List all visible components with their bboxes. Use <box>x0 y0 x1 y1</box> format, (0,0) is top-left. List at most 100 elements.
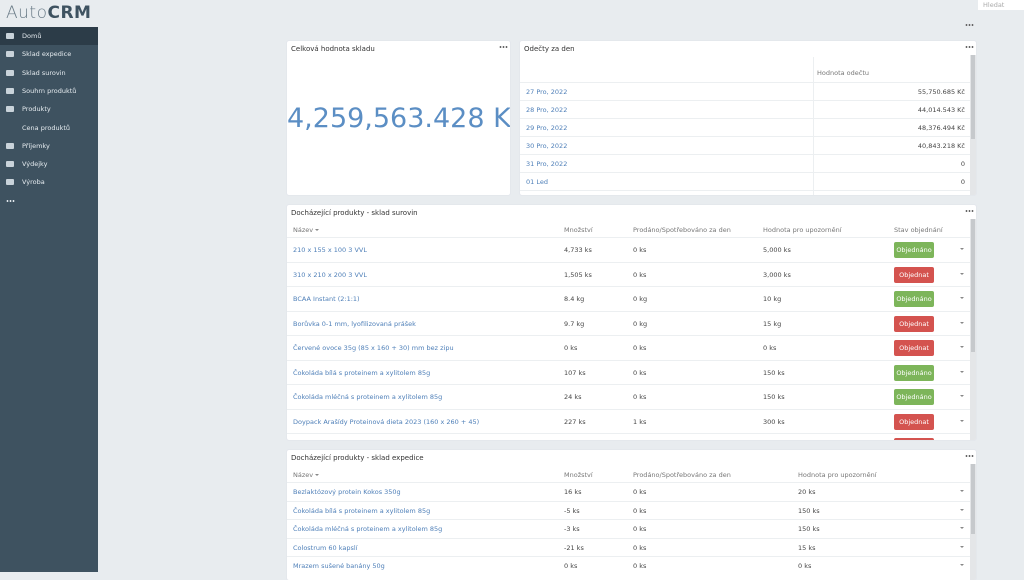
cell-value: 0 ks <box>633 488 647 497</box>
status-button[interactable]: Objednat <box>894 266 934 283</box>
product-link[interactable]: Čokoláda bílá s proteinem a xylitolem 85… <box>293 368 431 377</box>
cell-value: 15 ks <box>798 543 816 552</box>
logo[interactable]: AutoCRM <box>0 0 98 27</box>
row-dropdown[interactable] <box>960 272 964 275</box>
row-dropdown[interactable] <box>960 395 964 398</box>
product-link[interactable]: Colostrum 60 kapslí <box>293 543 358 552</box>
date-link[interactable]: 31 Pro, 2022 <box>526 160 568 168</box>
cell-value: 0 ks <box>633 543 647 552</box>
menu-item[interactable]: Příjemky <box>0 137 98 155</box>
status-button[interactable]: Objednat <box>894 315 934 332</box>
sort-icon <box>315 473 319 476</box>
menu-item[interactable]: Souhrn produktů <box>0 82 98 100</box>
product-link[interactable]: BCAA Instant (2:1:1) <box>293 295 360 304</box>
table-row: 28 Pro, 2022 44,014.543 Kč <box>520 100 970 118</box>
row-dropdown[interactable] <box>960 370 964 373</box>
search-input[interactable]: Hledat <box>978 0 1024 10</box>
product-link[interactable]: Bezlaktózový protein Kokos 350g <box>293 488 401 497</box>
row-dropdown[interactable] <box>960 490 964 493</box>
row-dropdown[interactable] <box>960 321 964 324</box>
row-dropdown[interactable] <box>960 545 964 548</box>
product-link[interactable]: Borůvka 0-1 mm, lyofilizovaná prášek <box>293 319 416 328</box>
date-link[interactable]: 30 Pro, 2022 <box>526 142 568 150</box>
column-header: Stav objednání <box>894 226 943 234</box>
row-dropdown[interactable] <box>960 346 964 349</box>
menu-item[interactable]: Domů <box>0 27 98 45</box>
product-link[interactable]: 310 x 210 x 200 3 VVL <box>293 270 367 279</box>
scrollbar[interactable] <box>970 464 976 580</box>
menu-icon <box>6 69 14 76</box>
menu-label: Sklad surovin <box>22 68 66 77</box>
table-row: Červené ovoce 35g (85 x 160 + 30) mm bez… <box>287 335 970 360</box>
table-body: Hodnota odečtu 27 Pro, 2022 55,750.685 Kč 2… <box>520 55 976 195</box>
status-button[interactable]: Objednat <box>894 413 934 430</box>
row-dropdown[interactable] <box>960 419 964 422</box>
table-row: Doypack Arašídy Proteinová dieta 2023 (1… <box>287 408 970 434</box>
product-link[interactable]: Čokoláda bílá s proteinem a xylitolem 85… <box>293 506 431 515</box>
cell-value: 150 ks <box>798 506 820 515</box>
menu-item[interactable]: Cena produktů <box>0 119 98 137</box>
status-button[interactable]: Objednáno <box>894 291 934 308</box>
row-dropdown[interactable] <box>960 564 964 567</box>
menu-item[interactable]: Sklad expedice <box>0 45 98 63</box>
table-row: Čokoláda mléčná s proteinem a xylitolem … <box>287 519 970 538</box>
product-link[interactable]: 210 x 155 x 100 3 VVL <box>293 246 367 255</box>
cell-value: 0 ks <box>564 562 578 571</box>
page-menu[interactable] <box>965 24 974 26</box>
column-header: Prodáno/Spotřebováno za den <box>633 471 731 479</box>
column-header: Množství <box>564 471 593 479</box>
deductions-panel: Odečty za den Hodnota odečtu 27 Pro, 2022 5… <box>520 41 976 195</box>
panel-title: Odečty za den <box>524 45 575 53</box>
product-link[interactable]: Doypack Arašídy Proteinová dieta 2023 (1… <box>293 417 480 426</box>
scrollbar[interactable] <box>970 55 976 195</box>
date-link[interactable]: 28 Pro, 2022 <box>526 106 568 114</box>
cell-value: 0 ks <box>633 270 647 279</box>
menu-item[interactable]: Výroba <box>0 173 98 191</box>
table-row: Mrazem sušené banány 50g 0 ks 0 ks 0 ks <box>287 556 970 575</box>
panel-menu[interactable] <box>965 210 974 212</box>
product-link[interactable]: Červené ovoce 35g (85 x 160 + 30) mm bez… <box>293 344 454 353</box>
logo-bold: CRM <box>47 3 92 23</box>
expedition-stock-panel: Docházející produkty - sklad expedice Náz… <box>287 450 976 580</box>
product-link[interactable]: Čokoláda mléčná s proteinem a xylitolem … <box>293 393 443 402</box>
column-header[interactable]: Název <box>293 471 314 479</box>
panel-menu[interactable] <box>499 46 508 48</box>
date-link[interactable]: 29 Pro, 2022 <box>526 124 568 132</box>
cell-value: -5 ks <box>564 506 580 515</box>
status-button[interactable]: Objednat <box>894 340 934 357</box>
menu-item[interactable]: Výdejky <box>0 155 98 173</box>
table-body: Název Množství Prodáno/Spotřebováno za den… <box>287 219 976 440</box>
date-link[interactable]: 27 Pro, 2022 <box>526 88 568 96</box>
date-link[interactable]: 01 Led <box>526 178 548 186</box>
status-button[interactable]: Objednáno <box>894 389 934 406</box>
deduction-value: 40,843.218 Kč <box>917 142 965 150</box>
table-row: 31 Pro, 2022 0 <box>520 154 970 172</box>
cell-value: 0 kg <box>633 295 648 304</box>
menu-more[interactable] <box>6 200 15 202</box>
column-header[interactable]: Název <box>293 226 314 234</box>
panel-menu[interactable] <box>965 46 974 48</box>
sidebar: AutoCRM Domů Sklad expedice Sklad surovin S… <box>0 0 98 572</box>
menu-icon <box>6 161 14 168</box>
table-row: 210 x 155 x 100 3 VVL 4,733 ks 0 ks 5,000 k… <box>287 237 970 262</box>
product-link[interactable]: Čokoláda mléčná s proteinem a xylitolem … <box>293 525 443 534</box>
panel-menu[interactable] <box>965 455 974 457</box>
row-dropdown[interactable] <box>960 508 964 511</box>
status-button[interactable]: Objednat <box>894 438 934 440</box>
menu-item[interactable]: Produkty <box>0 100 98 118</box>
status-button[interactable]: Objednáno <box>894 364 934 381</box>
row-dropdown[interactable] <box>960 297 964 300</box>
cell-value: 1,505 ks <box>564 270 592 279</box>
panel-title: Docházející produkty - sklad surovin <box>291 209 418 217</box>
raw-stock-panel: Docházející produkty - sklad surovin Náze… <box>287 205 976 440</box>
sort-icon <box>315 228 319 231</box>
menu-item[interactable]: Sklad surovin <box>0 64 98 82</box>
table-body: Název Množství Prodáno/Spotřebováno za den… <box>287 464 976 580</box>
product-link[interactable]: Mrazem sušené banány 50g <box>293 562 385 571</box>
menu-icon <box>6 179 14 186</box>
menu-icon <box>6 142 14 149</box>
row-dropdown[interactable] <box>960 248 964 251</box>
status-button[interactable]: Objednáno <box>894 242 934 259</box>
row-dropdown[interactable] <box>960 527 964 530</box>
scrollbar[interactable] <box>970 219 976 440</box>
